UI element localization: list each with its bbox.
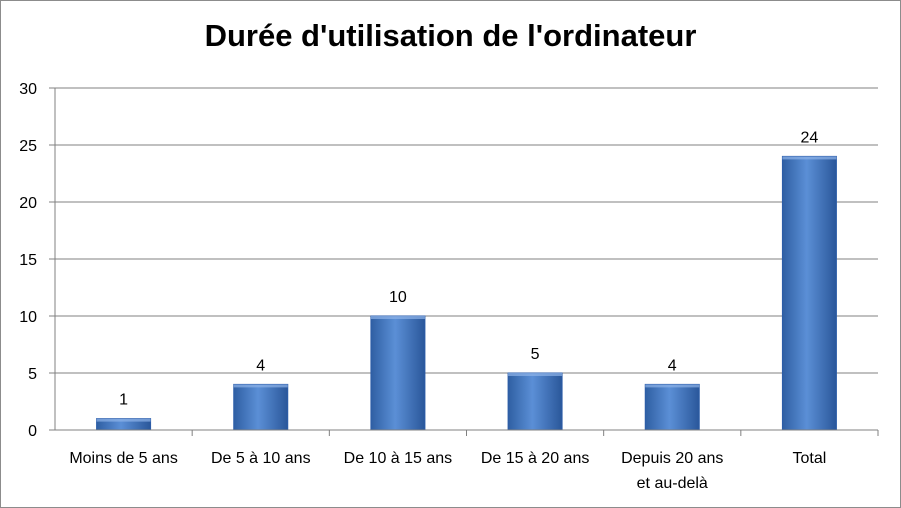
data-label: 5 (531, 346, 540, 363)
bar (233, 383, 289, 431)
chart-title: Durée d'utilisation de l'ordinateur (204, 18, 697, 53)
bar-top-highlight (370, 316, 425, 319)
bar-top-highlight (96, 418, 151, 422)
y-tick-label: 10 (19, 309, 37, 326)
data-label: 24 (801, 129, 819, 146)
bar (644, 383, 700, 431)
x-tick-label: De 10 à 15 ans (344, 450, 453, 467)
data-label: 10 (389, 289, 407, 306)
y-tick-label: 15 (19, 252, 37, 269)
bar-top-highlight (508, 373, 563, 376)
y-tick-label: 20 (19, 195, 37, 212)
y-tick-label: 5 (28, 366, 37, 383)
bar (370, 315, 426, 431)
x-axis: Moins de 5 ans De 5 à 10 ans De 10 à 15 an… (55, 429, 879, 492)
x-tick-label: Moins de 5 ans (69, 450, 178, 467)
x-tick-label: et au-delà (637, 475, 708, 492)
data-label: 4 (256, 357, 265, 374)
bar-top-highlight (233, 384, 288, 388)
y-tick-label: 25 (19, 138, 37, 155)
bar (781, 155, 837, 431)
y-tick-label: 30 (19, 81, 37, 98)
bar-top-highlight (782, 156, 837, 160)
gridlines (55, 87, 878, 431)
y-axis: 0 5 10 15 20 25 30 (19, 81, 56, 440)
data-label: 1 (119, 392, 128, 409)
bar-top-highlight (645, 384, 700, 388)
x-tick-label: De 15 à 20 ans (481, 450, 590, 467)
y-tick-label: 0 (28, 423, 37, 440)
bars (96, 155, 837, 431)
x-tick-label: Depuis 20 ans (621, 450, 723, 467)
data-labels: 1 4 10 5 4 24 (119, 129, 818, 408)
bar (507, 372, 563, 431)
data-label: 4 (668, 357, 677, 374)
x-tick-label: De 5 à 10 ans (211, 450, 311, 467)
x-tick-label: Total (793, 450, 827, 467)
